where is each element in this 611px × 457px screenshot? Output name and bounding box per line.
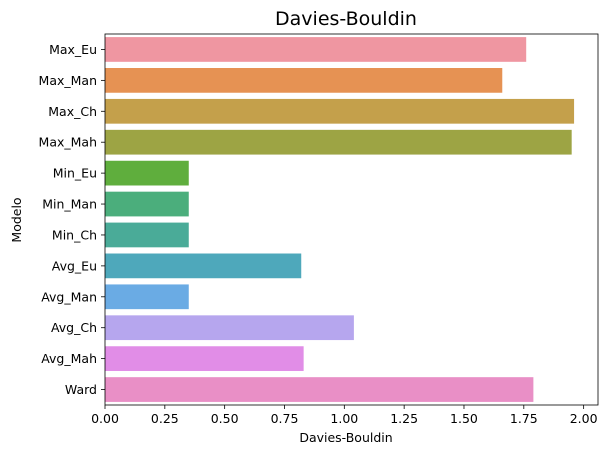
bar-avg-eu <box>105 253 302 279</box>
plot-frame <box>104 33 599 406</box>
y-axis-label: Modelo <box>9 197 24 242</box>
bar-min-ch <box>105 222 189 248</box>
bar-avg-ch <box>105 315 354 341</box>
x-tick-label: 2.00 <box>570 411 598 426</box>
bar-max-man <box>105 68 503 93</box>
y-tick-label: Min_Eu <box>53 166 97 181</box>
x-tick-label: 1.75 <box>510 411 538 426</box>
y-axis-ticks: Max_Eu Max_Man Max_Ch Max_Mah Min_Eu Min_Man M… <box>39 42 105 397</box>
x-tick-label: 1.25 <box>390 411 418 426</box>
x-tick-label: 0.50 <box>211 411 239 426</box>
bar-min-eu <box>105 160 189 186</box>
bars-group <box>105 37 575 402</box>
x-axis-label: Davies-Bouldin <box>299 430 392 445</box>
y-tick-label: Avg_Mah <box>41 351 97 366</box>
y-tick-label: Max_Ch <box>48 104 97 119</box>
y-tick-label: Min_Ch <box>52 227 97 242</box>
y-tick-label: Max_Mah <box>39 135 97 150</box>
y-tick-label: Avg_Eu <box>52 258 97 273</box>
bar-ward <box>105 377 534 402</box>
x-tick-label: 0.00 <box>91 411 119 426</box>
bar-avg-man <box>105 284 189 310</box>
bar-max-ch <box>105 98 575 124</box>
x-tick-label: 1.50 <box>450 411 478 426</box>
y-tick-label: Avg_Man <box>41 289 97 304</box>
bar-max-eu <box>105 37 527 62</box>
y-tick-label: Avg_Ch <box>51 320 97 335</box>
y-tick-label: Max_Man <box>39 73 97 88</box>
chart-title: Davies-Bouldin <box>275 8 417 30</box>
x-tick-label: 0.25 <box>151 411 179 426</box>
bar-avg-mah <box>105 346 304 371</box>
x-axis-ticks: 0.00 0.25 0.50 0.75 1.00 1.25 1.50 1.75 2.00 <box>91 405 598 426</box>
y-tick-label: Ward <box>65 382 97 397</box>
y-tick-label: Max_Eu <box>49 42 97 57</box>
x-tick-label: 1.00 <box>330 411 358 426</box>
bar-min-man <box>105 191 189 217</box>
x-tick-label: 0.75 <box>271 411 299 426</box>
y-tick-label: Min_Man <box>42 197 97 212</box>
bar-max-mah <box>105 129 572 155</box>
